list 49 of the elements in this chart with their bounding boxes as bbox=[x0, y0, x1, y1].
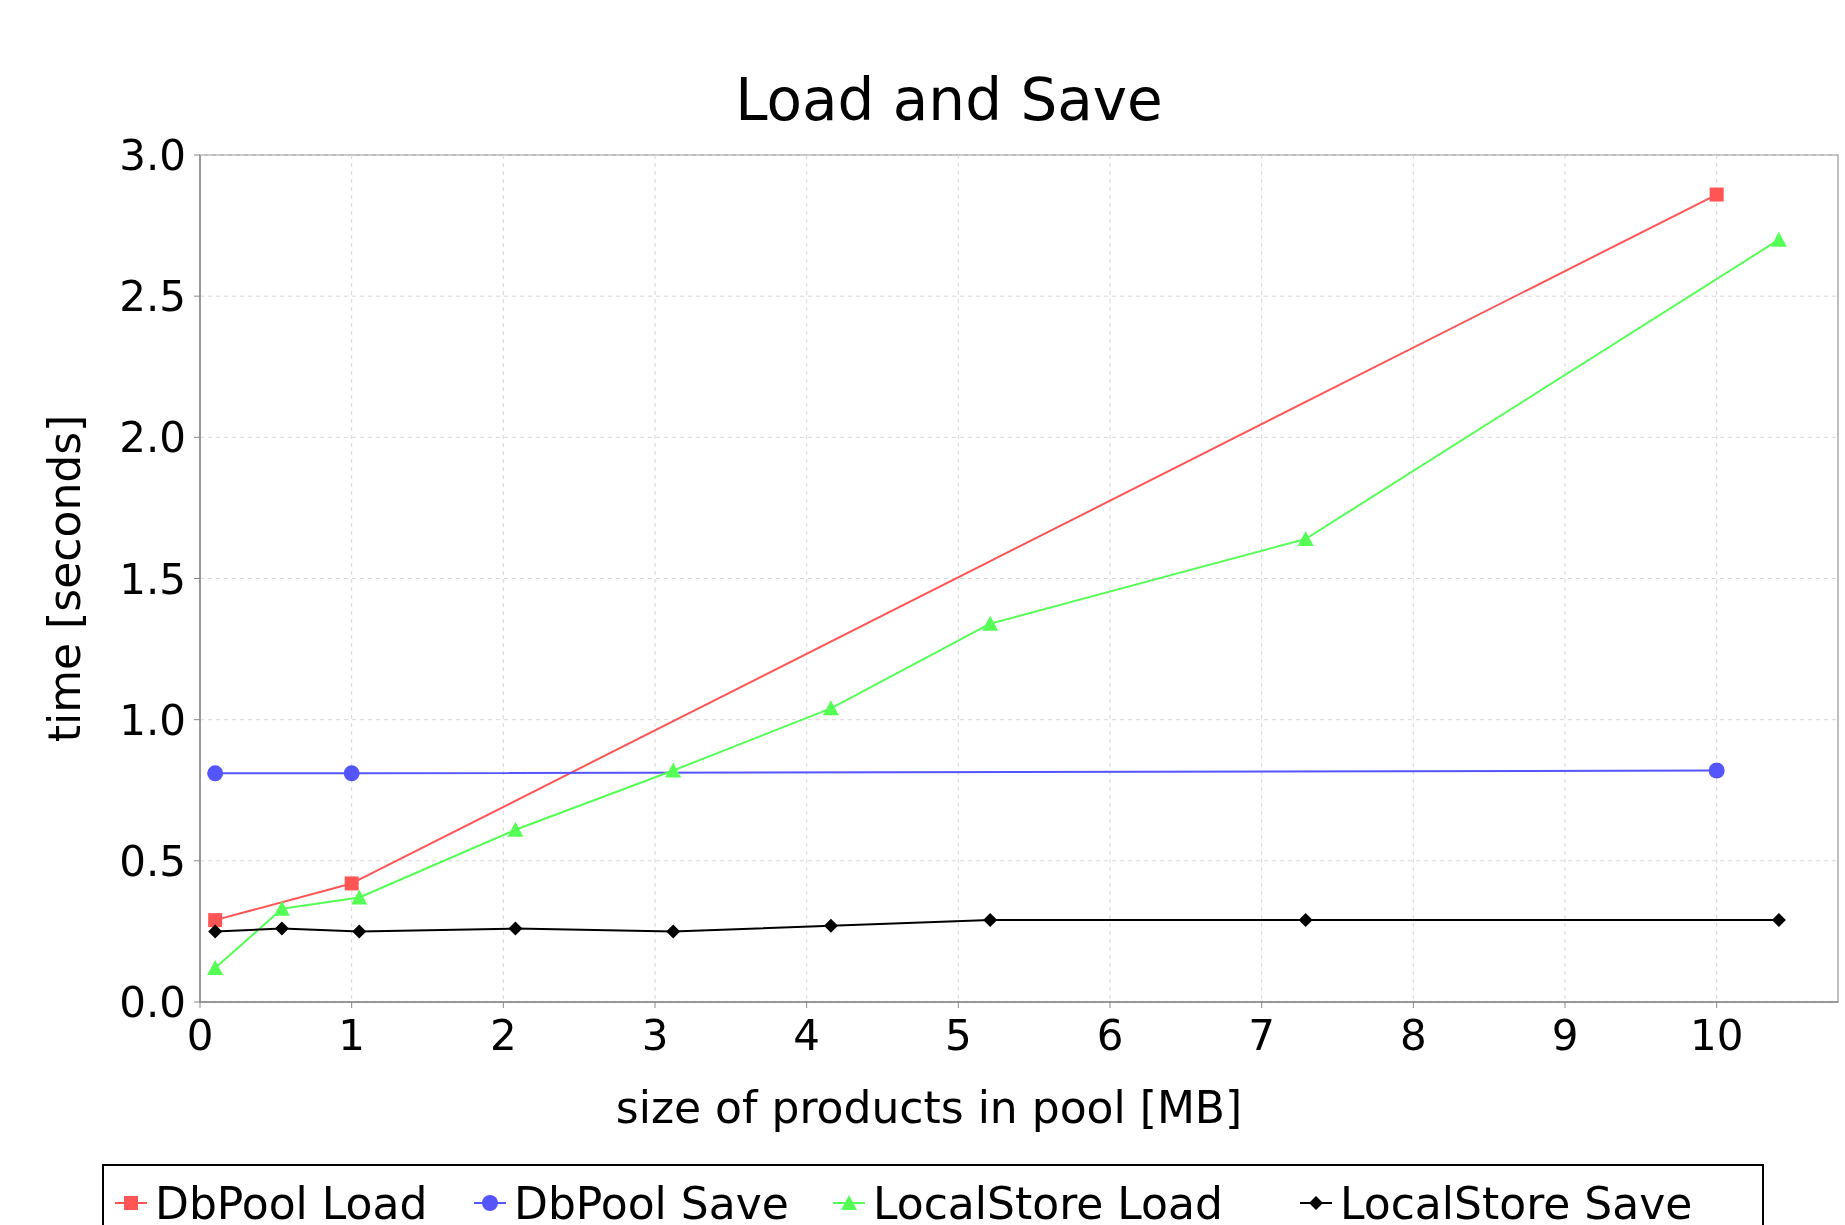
x-tick-label: 5 bbox=[944, 1011, 972, 1060]
x-tick-label: 1 bbox=[338, 1011, 366, 1060]
point bbox=[822, 700, 839, 716]
point bbox=[344, 876, 359, 891]
x-tick-label: 4 bbox=[793, 1011, 821, 1060]
point bbox=[508, 921, 523, 936]
point bbox=[1770, 231, 1787, 247]
point bbox=[207, 765, 224, 782]
point bbox=[343, 765, 360, 782]
x-tick-label: 8 bbox=[1399, 1011, 1427, 1060]
point bbox=[351, 889, 368, 905]
y-tick-label: 1.5 bbox=[119, 554, 186, 604]
x-tick-label: 3 bbox=[641, 1011, 669, 1060]
x-tick-label: 10 bbox=[1689, 1011, 1744, 1060]
point bbox=[208, 913, 223, 928]
point bbox=[1709, 187, 1724, 202]
y-tick-label: 2.5 bbox=[119, 272, 186, 322]
x-tick-label: 7 bbox=[1248, 1011, 1276, 1060]
chart-title: Load and Save bbox=[735, 66, 1163, 134]
x-tick-label: 2 bbox=[489, 1011, 517, 1060]
point bbox=[1298, 913, 1313, 928]
y-tick-label: 1.0 bbox=[119, 695, 186, 745]
point bbox=[823, 918, 838, 933]
legend-label: LocalStore Save bbox=[1340, 1178, 1693, 1225]
legend-label: DbPool Save bbox=[514, 1178, 789, 1225]
point bbox=[274, 921, 289, 936]
x-axis-title: size of products in pool [MB] bbox=[615, 1082, 1243, 1133]
point bbox=[207, 960, 224, 976]
point bbox=[273, 900, 290, 916]
y-tick-label: 0.5 bbox=[119, 836, 186, 886]
point bbox=[665, 762, 682, 778]
point bbox=[983, 913, 998, 928]
point bbox=[1297, 530, 1314, 546]
y-tick-label: 2.0 bbox=[119, 413, 186, 463]
y-tick-label: 0.0 bbox=[119, 978, 186, 1027]
point bbox=[507, 821, 524, 837]
legend-label: DbPool Load bbox=[155, 1178, 428, 1225]
point bbox=[352, 924, 367, 939]
point bbox=[1708, 762, 1725, 779]
x-tick-label: 9 bbox=[1551, 1011, 1579, 1060]
point bbox=[666, 924, 681, 939]
y-tick-label: 3.0 bbox=[119, 131, 186, 180]
x-tick-label: 0 bbox=[186, 1011, 214, 1060]
point bbox=[1771, 913, 1786, 928]
point bbox=[208, 924, 223, 939]
point bbox=[982, 615, 999, 631]
x-tick-label: 6 bbox=[1096, 1011, 1124, 1060]
y-axis-title: time [seconds] bbox=[39, 414, 90, 743]
legend-label: LocalStore Load bbox=[873, 1178, 1223, 1225]
